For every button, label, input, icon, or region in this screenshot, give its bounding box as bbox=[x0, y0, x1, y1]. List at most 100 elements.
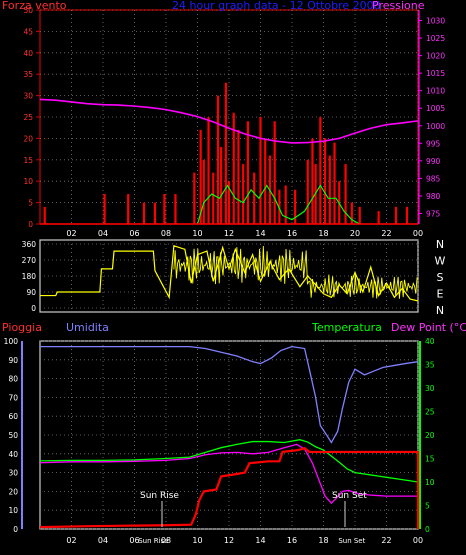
pressure-right-tick-label: 990 bbox=[426, 157, 441, 166]
rain-x-tick-label: 02 bbox=[66, 536, 76, 545]
wind-x-tick-label: 06 bbox=[129, 229, 139, 238]
temperature-right-tick-label: 10 bbox=[425, 478, 435, 487]
wind-x-tick-label: 22 bbox=[381, 229, 391, 238]
temperature-right-tick-label: 40 bbox=[425, 337, 435, 346]
rain-x-tick-label: 14 bbox=[255, 536, 265, 545]
humidity-left-tick-label: 0 bbox=[13, 525, 18, 534]
dewpoint-title: Dew Point (°C) bbox=[391, 321, 466, 334]
wind-x-ticks: 02 04 06 08 10 12 14 16 18 20 22 00 bbox=[66, 229, 423, 238]
compass-label: S bbox=[437, 271, 444, 284]
wind-pressure-panel: Forza vento 24 hour graph data - 12 Otto… bbox=[2, 0, 445, 238]
humidity-title: Umidita bbox=[66, 321, 109, 334]
wind-left-tick-label: 35 bbox=[23, 70, 33, 79]
wind-left-tick-label: 30 bbox=[23, 92, 33, 101]
humidity-line bbox=[40, 345, 419, 444]
wind-left-tick-label: 5 bbox=[28, 199, 33, 208]
humidity-left-tick-label: 100 bbox=[4, 337, 19, 346]
pressure-right-tick-label: 1020 bbox=[426, 52, 445, 61]
sun-set-annotation: Sun Set bbox=[332, 491, 367, 501]
wind-right-title: Pressione bbox=[372, 0, 425, 12]
pressure-right-tick-label: 980 bbox=[426, 192, 441, 201]
pressure-right-tick-label: 1015 bbox=[426, 69, 445, 78]
direction-series bbox=[40, 244, 419, 302]
wind-series bbox=[39, 82, 419, 225]
wind-x-tick-label: 16 bbox=[287, 229, 297, 238]
direction-left-tick-label: 90 bbox=[26, 288, 36, 297]
temperature-right-tick-label: 0 bbox=[425, 525, 430, 534]
wind-x-tick-label: 20 bbox=[350, 229, 360, 238]
rain-x-tick-label: 10 bbox=[192, 536, 202, 545]
wind-left-tick-label: 0 bbox=[28, 220, 33, 229]
humidity-left-tick-label: 40 bbox=[8, 450, 18, 459]
temperature-right-tick-label: 15 bbox=[425, 455, 435, 464]
compass-label: W bbox=[435, 255, 446, 268]
wind-left-tick-label: 25 bbox=[23, 113, 33, 122]
rain-series bbox=[39, 345, 420, 529]
pressure-right-tick-label: 1010 bbox=[426, 87, 445, 96]
temperature-right-tick-label: 35 bbox=[425, 361, 435, 370]
direction-line bbox=[40, 244, 419, 302]
rain-x-tick-label: 00 bbox=[413, 536, 423, 545]
humidity-left-tick-label: 20 bbox=[8, 487, 18, 496]
direction-dense-line bbox=[173, 245, 418, 299]
sun-rise-annotation: Sun Rise bbox=[140, 491, 179, 501]
compass-label: N bbox=[436, 238, 444, 251]
humidity-left-tick-label: 90 bbox=[8, 356, 18, 365]
humidity-left-tick-label: 10 bbox=[8, 506, 18, 515]
direction-grid bbox=[40, 240, 419, 312]
wind-left-tick-label: 50 bbox=[23, 6, 33, 15]
wind-x-tick-label: 08 bbox=[161, 229, 171, 238]
temperature-right-tick-label: 30 bbox=[425, 384, 435, 393]
rain-x-tick-label: 22 bbox=[381, 536, 391, 545]
rain-x-tick-label: Sun Rise bbox=[138, 537, 168, 545]
wind-left-tick-label: 20 bbox=[23, 134, 33, 143]
wind-left-tick-label: 40 bbox=[23, 49, 33, 58]
wind-x-tick-label: 18 bbox=[318, 229, 328, 238]
dewpoint-line bbox=[39, 443, 418, 505]
pressure-right-ticks: 975 980 985 990 995 1000 1005 1010 1015 1020 1025 1… bbox=[418, 10, 445, 224]
rain-x-tick-label: 08 bbox=[161, 536, 171, 545]
direction-left-tick-label: 270 bbox=[22, 256, 37, 265]
compass-label: N bbox=[436, 304, 444, 317]
pressure-right-tick-label: 995 bbox=[426, 139, 441, 148]
wind-left-tick-label: 10 bbox=[23, 177, 33, 186]
temperature-right-tick-label: 20 bbox=[425, 431, 435, 440]
rain-x-tick-label: 06 bbox=[129, 536, 139, 545]
humidity-left-tick-label: 80 bbox=[8, 375, 18, 384]
rain-x-tick-label: Sun Set bbox=[338, 537, 365, 545]
wind-left-tick-label: 45 bbox=[23, 27, 33, 36]
wind-x-tick-label: 14 bbox=[255, 229, 265, 238]
humidity-left-tick-label: 30 bbox=[8, 469, 18, 478]
pressure-right-tick-label: 1005 bbox=[426, 104, 445, 113]
wind-x-tick-label: 00 bbox=[413, 229, 423, 238]
direction-left-tick-label: 360 bbox=[22, 240, 37, 249]
direction-left-ticks: 0 90 180 270 360 bbox=[22, 240, 37, 313]
pressure-right-tick-label: 985 bbox=[426, 174, 441, 183]
temperature-title: Temperatura bbox=[311, 321, 382, 334]
rain-x-tick-label: 18 bbox=[318, 536, 328, 545]
humidity-left-tick-label: 70 bbox=[8, 393, 18, 402]
pressure-right-tick-label: 1030 bbox=[426, 17, 445, 26]
pressure-right-tick-label: 1025 bbox=[426, 34, 445, 43]
temperature-line bbox=[39, 439, 419, 483]
pressure-line bbox=[39, 98, 419, 144]
temperature-right-ticks: 0 5 10 15 20 25 30 35 40 bbox=[425, 337, 435, 534]
wind-left-ticks: 0 5 10 15 20 25 30 35 40 45 50 bbox=[23, 6, 40, 229]
wind-x-tick-label: 02 bbox=[66, 229, 76, 238]
humidity-left-tick-label: 60 bbox=[8, 412, 18, 421]
wind-avg-line bbox=[196, 184, 361, 225]
pressure-right-tick-label: 1000 bbox=[426, 122, 445, 131]
rain-grid bbox=[40, 340, 419, 530]
temperature-right-tick-label: 25 bbox=[425, 408, 435, 417]
rain-x-tick-label: 12 bbox=[224, 536, 234, 545]
pressure-right-tick-label: 975 bbox=[426, 209, 441, 218]
direction-left-tick-label: 180 bbox=[22, 272, 37, 281]
rain-title: Pioggia bbox=[2, 321, 42, 334]
direction-left-tick-label: 0 bbox=[31, 304, 36, 313]
temperature-right-tick-label: 5 bbox=[425, 502, 430, 511]
rain-humidity-panel: Pioggia Umidita Temperatura Dew Point (°… bbox=[2, 321, 466, 545]
